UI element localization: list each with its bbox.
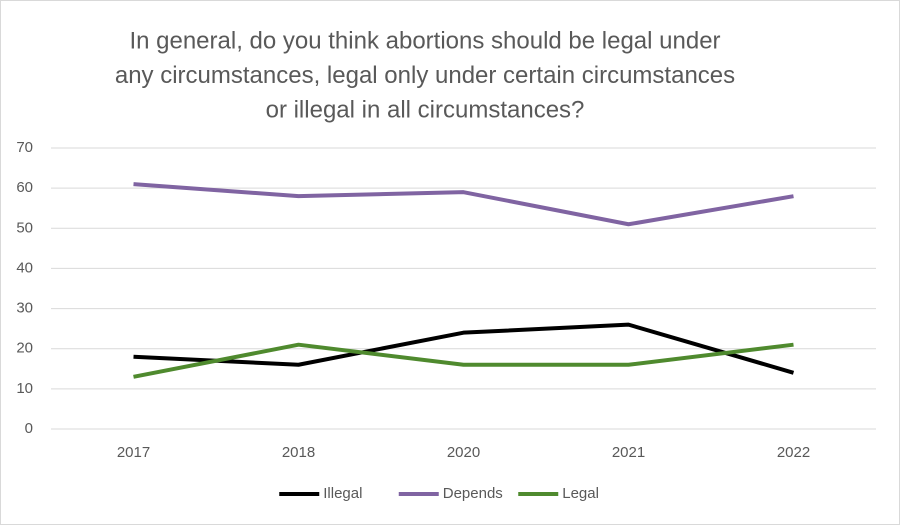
chart-title: any circumstances, legal only under cert…: [115, 62, 735, 89]
legend-label: Legal: [562, 485, 599, 502]
chart-title: or illegal in all circumstances?: [266, 96, 585, 123]
data-line: [133, 322, 795, 375]
x-tick-label: 2020: [447, 444, 480, 461]
y-tick-label: 0: [25, 420, 33, 437]
y-tick-label: 60: [16, 179, 33, 196]
y-tick-label: 30: [16, 300, 33, 317]
x-tick-label: 2017: [117, 444, 150, 461]
x-tick-label: 2018: [282, 444, 315, 461]
legend-label: Depends: [443, 485, 503, 502]
y-tick-label: 20: [16, 340, 33, 357]
y-tick-label: 40: [16, 259, 33, 276]
data-line: [133, 182, 794, 227]
y-tick-label: 70: [16, 139, 33, 156]
y-tick-label: 10: [16, 380, 33, 397]
x-tick-label: 2022: [777, 444, 810, 461]
chart-title: In general, do you think abortions shoul…: [129, 27, 720, 54]
data-line: [133, 342, 794, 379]
legend-label: Illegal: [323, 485, 362, 502]
y-tick-label: 50: [16, 219, 33, 236]
x-tick-label: 2021: [612, 444, 645, 461]
